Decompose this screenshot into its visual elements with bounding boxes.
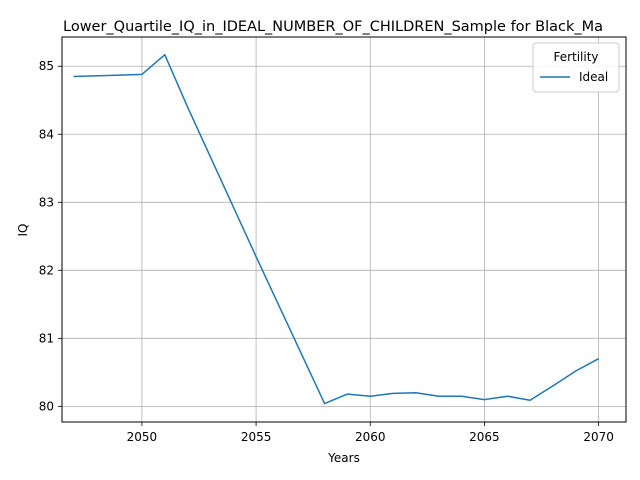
y-axis-ticks: 80 81 82 83 84 85 xyxy=(39,59,62,413)
legend-title: Fertility xyxy=(553,50,598,64)
y-tick-label: 80 xyxy=(39,399,54,413)
grid xyxy=(62,37,626,422)
x-axis-label: Years xyxy=(327,451,360,465)
x-tick-label: 2050 xyxy=(127,430,158,444)
y-tick-label: 85 xyxy=(39,59,54,73)
y-tick-label: 82 xyxy=(39,263,54,277)
y-tick-label: 81 xyxy=(39,331,54,345)
x-tick-label: 2070 xyxy=(583,430,614,444)
x-tick-label: 2060 xyxy=(355,430,386,444)
y-axis-label: IQ xyxy=(16,224,30,237)
chart-title: Lower_Quartile_IQ_in_IDEAL_NUMBER_OF_CHI… xyxy=(63,19,603,35)
series-line-ideal xyxy=(73,53,599,405)
series-layer xyxy=(73,53,599,405)
legend: Fertility Ideal xyxy=(532,42,620,93)
plot-area-frame xyxy=(61,36,627,423)
x-tick-label: 2065 xyxy=(469,430,500,444)
y-tick-label: 83 xyxy=(39,195,54,209)
legend-label-ideal: Ideal xyxy=(579,70,608,84)
x-tick-label: 2055 xyxy=(241,430,272,444)
legend-box xyxy=(532,42,620,93)
x-axis-ticks: 2050 2055 2060 2065 2070 xyxy=(127,422,614,444)
y-tick-label: 84 xyxy=(39,127,54,141)
